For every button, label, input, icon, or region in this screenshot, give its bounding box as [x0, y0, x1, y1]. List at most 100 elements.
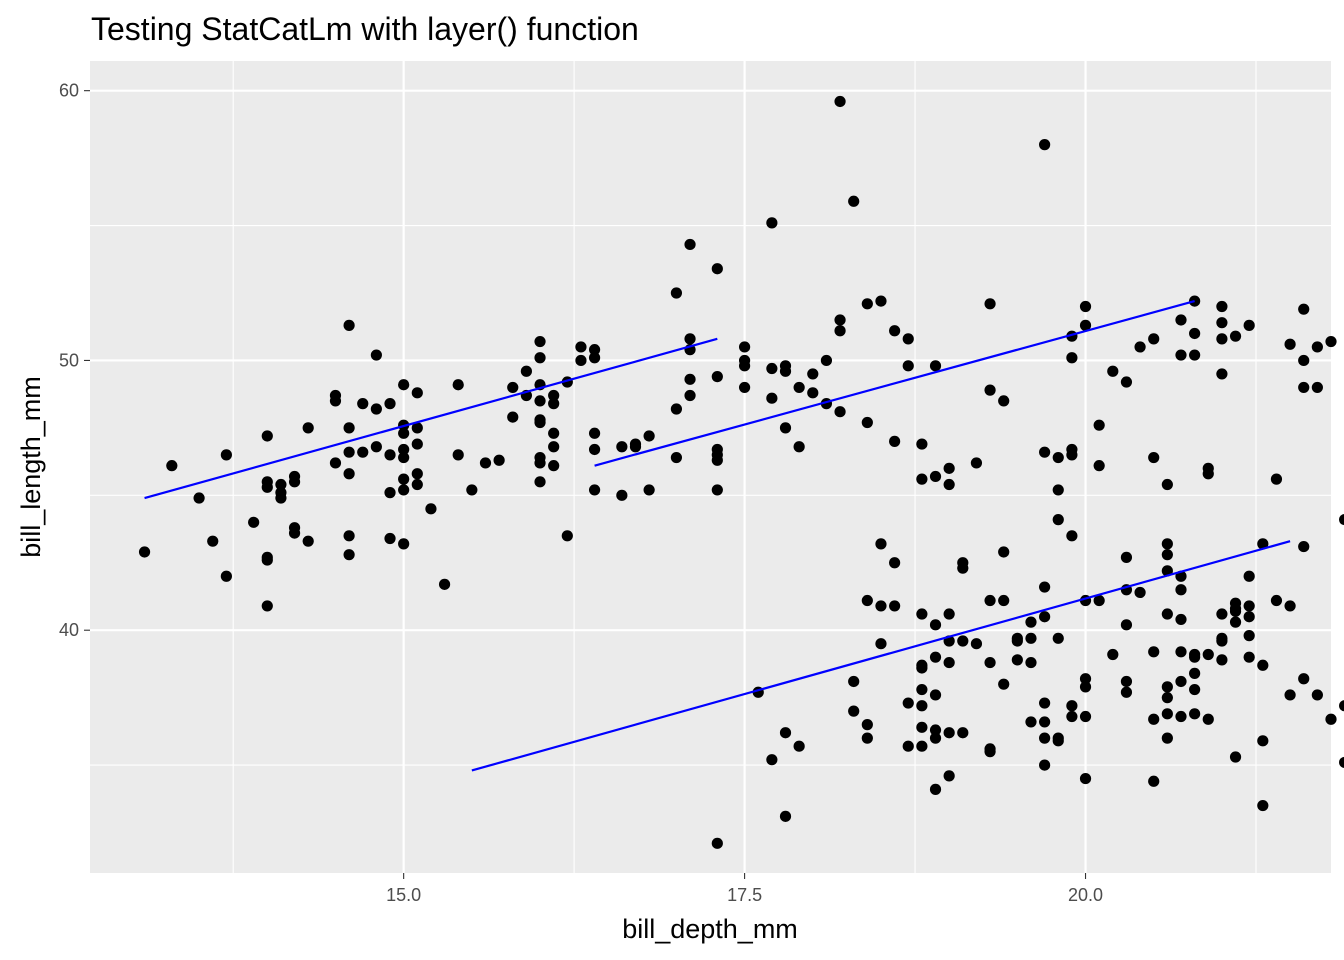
data-point — [357, 446, 369, 458]
data-point — [1243, 600, 1255, 612]
data-point — [1311, 341, 1323, 353]
data-point — [1161, 732, 1173, 744]
data-point — [1229, 597, 1242, 609]
y-tick-label: 60 — [59, 81, 79, 101]
data-point — [711, 449, 723, 461]
data-point — [1257, 659, 1269, 671]
data-point — [984, 594, 996, 607]
data-point — [793, 381, 805, 394]
data-point — [1079, 772, 1092, 785]
data-point — [588, 352, 601, 364]
data-point — [1079, 681, 1092, 693]
data-point — [807, 368, 819, 380]
data-point — [929, 619, 942, 631]
data-point — [848, 705, 860, 717]
data-point — [548, 460, 560, 472]
data-point — [534, 352, 546, 364]
data-point — [929, 689, 942, 701]
data-point — [1120, 551, 1133, 563]
data-point — [889, 325, 901, 337]
data-point — [1298, 673, 1310, 685]
data-point — [1039, 139, 1051, 151]
data-point — [1175, 646, 1187, 658]
data-point — [1025, 716, 1037, 728]
data-point — [943, 656, 955, 669]
data-point — [643, 430, 655, 442]
data-point — [807, 387, 819, 399]
data-point — [1216, 608, 1228, 620]
data-point — [548, 398, 560, 410]
data-point — [507, 411, 519, 423]
data-point — [588, 344, 601, 356]
data-point — [998, 678, 1010, 690]
data-point — [1216, 654, 1228, 666]
data-point — [916, 700, 928, 712]
data-point — [916, 659, 928, 671]
data-point — [779, 810, 792, 822]
data-point — [1066, 449, 1078, 461]
data-point — [411, 387, 423, 399]
data-point — [861, 416, 873, 429]
data-point — [1284, 689, 1296, 701]
data-point — [929, 470, 942, 483]
data-point — [288, 470, 301, 483]
data-point — [1243, 630, 1255, 642]
data-point — [275, 478, 287, 491]
data-point — [1229, 751, 1242, 763]
regression-lines — [144, 300, 1291, 772]
data-point — [534, 395, 546, 407]
data-point — [943, 478, 955, 491]
data-point — [929, 651, 942, 663]
data-point — [1229, 330, 1242, 342]
data-point — [793, 441, 805, 453]
data-point — [1257, 538, 1269, 550]
data-point — [138, 546, 151, 558]
data-point — [1011, 654, 1023, 666]
data-point — [1039, 446, 1051, 458]
data-point — [1039, 716, 1051, 728]
data-point — [1107, 648, 1119, 661]
data-point — [1216, 368, 1228, 380]
data-point — [902, 697, 914, 709]
data-point — [588, 443, 601, 456]
data-point — [384, 532, 396, 545]
data-point — [1311, 689, 1323, 701]
data-point — [1161, 538, 1173, 550]
data-point — [1066, 352, 1078, 364]
regression-line — [594, 300, 1195, 467]
y-tick-label: 50 — [59, 350, 79, 370]
data-point — [779, 360, 792, 372]
data-point — [261, 600, 273, 612]
data-point — [1079, 319, 1092, 331]
data-point — [1325, 713, 1337, 725]
data-point — [998, 594, 1010, 607]
data-point — [1298, 303, 1310, 315]
data-point — [1148, 333, 1160, 345]
data-point — [1175, 349, 1187, 361]
data-point — [1189, 708, 1201, 720]
data-point — [670, 451, 683, 464]
data-point — [834, 406, 846, 418]
data-point — [1052, 632, 1064, 644]
data-point — [588, 427, 601, 439]
data-point — [207, 535, 219, 547]
data-point — [1202, 468, 1214, 480]
data-point — [616, 489, 628, 501]
data-point — [998, 546, 1010, 558]
data-point — [684, 373, 696, 385]
data-point — [1298, 540, 1310, 553]
data-point — [1093, 460, 1105, 472]
data-point — [302, 422, 314, 434]
data-point — [1134, 586, 1146, 599]
data-point — [261, 481, 273, 493]
data-point — [357, 398, 369, 410]
data-point — [820, 354, 833, 367]
data-point — [1052, 484, 1064, 496]
data-point — [1202, 648, 1214, 661]
data-point — [916, 721, 928, 733]
data-point — [1161, 692, 1173, 704]
data-point — [398, 538, 410, 550]
data-point — [575, 341, 587, 353]
data-point — [711, 484, 723, 496]
data-point — [957, 635, 969, 647]
